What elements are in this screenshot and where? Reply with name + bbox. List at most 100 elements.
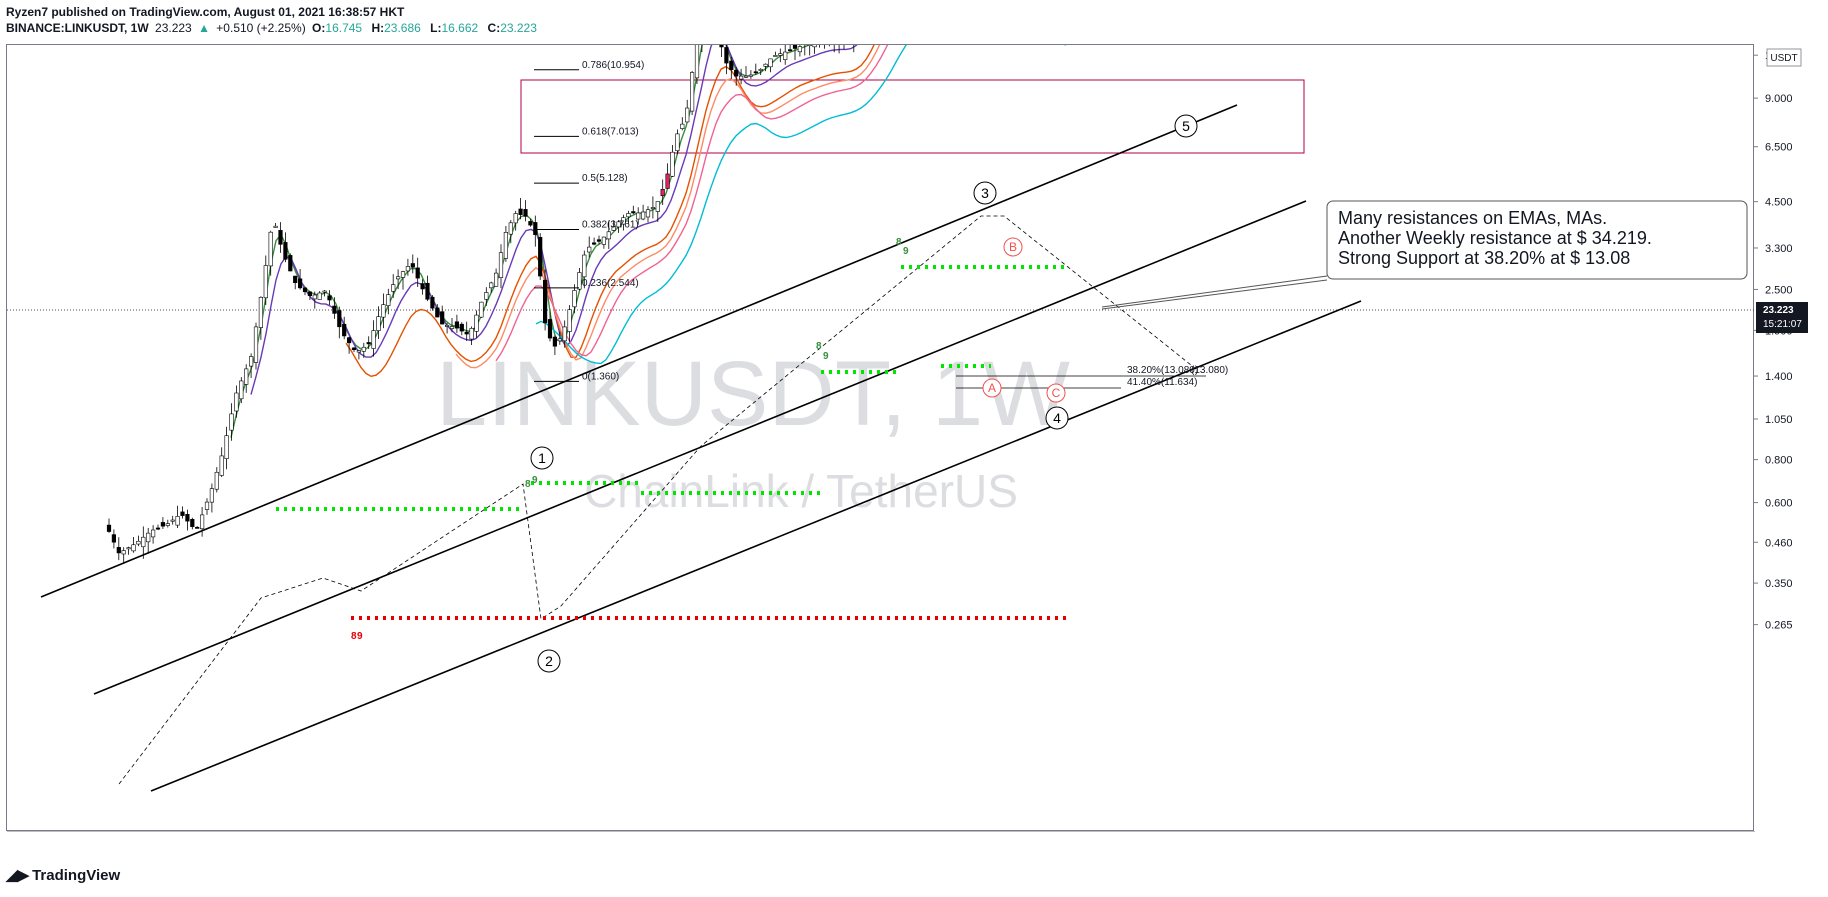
candle-body[interactable]	[792, 45, 798, 49]
candle-body[interactable]	[503, 232, 509, 259]
candle-body[interactable]	[670, 151, 675, 177]
candle-body[interactable]	[474, 314, 479, 332]
candle-body[interactable]	[244, 368, 249, 385]
candle-body[interactable]	[621, 217, 626, 225]
candle-body[interactable]	[435, 307, 440, 318]
candle-body[interactable]	[258, 296, 264, 328]
candle-body[interactable]	[430, 296, 435, 309]
candle-body[interactable]	[685, 107, 690, 123]
candle-body[interactable]	[498, 252, 504, 278]
candle-body[interactable]	[214, 471, 219, 490]
candle-body[interactable]	[302, 287, 308, 293]
candle-body[interactable]	[234, 392, 239, 412]
elliott-wave-labels[interactable]: 1 2 3 4 5 A B C	[530, 114, 1198, 673]
tradingview-brand[interactable]: ◢▶ TradingView	[6, 866, 120, 884]
candle-body[interactable]	[557, 338, 562, 342]
candle-body[interactable]	[356, 350, 362, 353]
candle-body[interactable]	[288, 255, 293, 272]
candle-body[interactable]	[479, 301, 484, 318]
candle-body[interactable]	[675, 133, 680, 151]
candle-body[interactable]	[126, 547, 131, 550]
candle-body[interactable]	[601, 236, 606, 245]
candle-body[interactable]	[332, 305, 337, 314]
candle-body[interactable]	[689, 72, 695, 112]
candle-body[interactable]	[224, 435, 229, 459]
candle-body[interactable]	[542, 279, 548, 324]
candle-body[interactable]	[342, 323, 347, 337]
candle-body[interactable]	[106, 524, 112, 532]
candle-body[interactable]	[204, 501, 210, 510]
candle-body[interactable]	[787, 49, 793, 52]
candle-body[interactable]	[797, 46, 802, 53]
candle-body[interactable]	[253, 326, 259, 363]
candle-body[interactable]	[371, 330, 376, 349]
candle-body[interactable]	[312, 294, 317, 300]
wave-2-label[interactable]: 2	[545, 653, 553, 669]
candle-body[interactable]	[591, 242, 597, 245]
candle-body[interactable]	[533, 222, 538, 235]
candle-body[interactable]	[391, 284, 396, 292]
candle-body[interactable]	[160, 522, 166, 527]
candle-body[interactable]	[650, 207, 655, 209]
candle-body[interactable]	[464, 331, 469, 335]
candle-body[interactable]	[572, 290, 577, 308]
candle-body[interactable]	[523, 209, 528, 217]
candle-body[interactable]	[278, 230, 283, 245]
candle-body[interactable]	[273, 225, 278, 228]
candle-body[interactable]	[729, 60, 734, 71]
candle-body[interactable]	[587, 246, 592, 253]
candle-body[interactable]	[758, 69, 763, 71]
candle-body[interactable]	[346, 337, 352, 344]
candle-body[interactable]	[440, 311, 445, 325]
candle-body[interactable]	[175, 516, 180, 526]
candle-body[interactable]	[778, 53, 783, 56]
candle-body[interactable]	[165, 523, 170, 526]
candle-body[interactable]	[146, 532, 151, 543]
candle-body[interactable]	[616, 221, 621, 228]
candle-body[interactable]	[229, 413, 234, 431]
candle-body[interactable]	[753, 71, 758, 74]
candle-body[interactable]	[249, 356, 254, 367]
candle-body[interactable]	[738, 75, 744, 80]
candle-body[interactable]	[493, 272, 499, 287]
price-chart[interactable]: LINKUSDT, 1W ChainLink / TetherUS 1.786(…	[7, 45, 1755, 832]
candle-body[interactable]	[489, 282, 494, 289]
wave-1-label[interactable]: 1	[538, 450, 546, 466]
candle-body[interactable]	[155, 527, 161, 530]
candle-body[interactable]	[317, 292, 322, 300]
candle-body[interactable]	[743, 75, 749, 78]
candle-body[interactable]	[400, 271, 406, 278]
candle-body[interactable]	[361, 346, 366, 352]
fib-extension-levels[interactable]: 1.786(155.700)1.618(99.686)1.272(39.792)…	[534, 45, 650, 382]
candle-body[interactable]	[381, 304, 386, 318]
candle-body[interactable]	[660, 189, 665, 197]
candle-body[interactable]	[136, 540, 141, 545]
wave-B-label[interactable]: B	[1009, 240, 1017, 254]
fib-extension-box[interactable]	[520, 79, 1305, 154]
candle-body[interactable]	[636, 212, 641, 220]
candlesticks[interactable]	[106, 45, 1066, 564]
candle-body[interactable]	[200, 514, 205, 530]
candle-body[interactable]	[582, 254, 587, 278]
symbol-name[interactable]: BINANCE:LINKUSDT, 1W	[6, 21, 149, 35]
candle-body[interactable]	[180, 511, 185, 516]
candle-body[interactable]	[170, 519, 175, 522]
candle-body[interactable]	[596, 239, 602, 242]
candle-body[interactable]	[680, 123, 685, 129]
annotation-box[interactable]	[1326, 200, 1748, 280]
chart-pane[interactable]: LINKUSDT, 1W ChainLink / TetherUS 1.786(…	[6, 44, 1755, 832]
price-axis[interactable]: 240.000180.000130.00095.00071.00051.0003…	[1754, 44, 1828, 831]
candle-body[interactable]	[552, 336, 557, 347]
candle-body[interactable]	[640, 211, 646, 220]
candle-body[interactable]	[386, 294, 391, 306]
candle-body[interactable]	[567, 309, 572, 332]
candle-body[interactable]	[538, 237, 543, 277]
candle-body[interactable]	[351, 347, 357, 350]
candle-body[interactable]	[626, 213, 631, 218]
candle-body[interactable]	[547, 319, 553, 339]
candle-body[interactable]	[395, 276, 401, 280]
candle-body[interactable]	[293, 275, 298, 283]
candle-body[interactable]	[508, 222, 513, 235]
candle-body[interactable]	[454, 321, 460, 329]
candle-body[interactable]	[763, 63, 768, 67]
